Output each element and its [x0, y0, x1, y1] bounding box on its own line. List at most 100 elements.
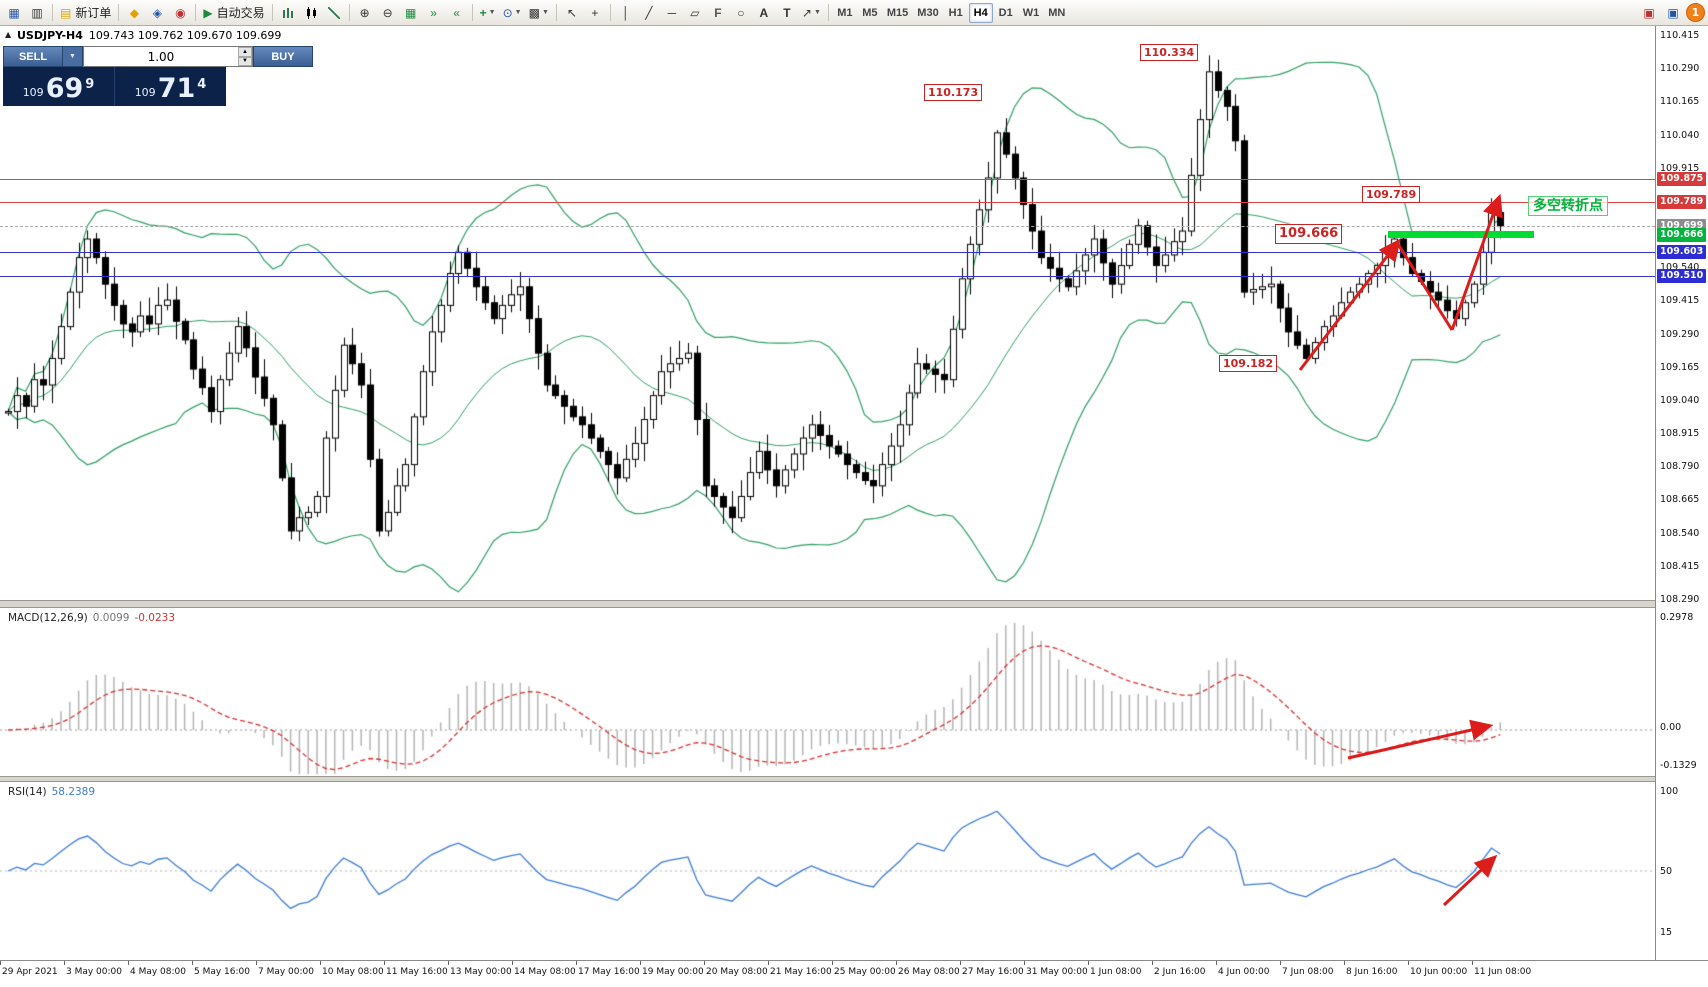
- chart-shift-button[interactable]: «: [446, 2, 468, 24]
- trendline-button[interactable]: ╱: [638, 2, 660, 24]
- zoom-in-button[interactable]: ⊕: [354, 2, 376, 24]
- cursor-button[interactable]: ↖: [561, 2, 583, 24]
- horizontal-line-109.699[interactable]: [0, 226, 1655, 227]
- sell-button[interactable]: SELL: [3, 46, 63, 67]
- mql5-icon[interactable]: ◆: [123, 2, 145, 24]
- horizontal-line-109.603[interactable]: [0, 252, 1655, 253]
- candlestick-chart-button[interactable]: [300, 2, 322, 24]
- volume-input[interactable]: [83, 47, 238, 66]
- auto-scroll-button[interactable]: »: [423, 2, 445, 24]
- timeframe-h1[interactable]: H1: [944, 3, 968, 23]
- rsi-name: RSI(14): [8, 786, 47, 798]
- channel-button[interactable]: ▱: [684, 2, 706, 24]
- timeframe-m1[interactable]: M1: [833, 3, 857, 23]
- timeframe-h4[interactable]: H4: [968, 2, 993, 23]
- crosshair-button[interactable]: +: [584, 2, 606, 24]
- new-order-button[interactable]: ▤ 新订单: [57, 2, 114, 24]
- horizontal-line-109.875[interactable]: [0, 179, 1655, 180]
- time-label: 3 May 00:00: [66, 967, 122, 977]
- time-tick: [1024, 961, 1025, 965]
- indicators-button[interactable]: + ▼: [477, 2, 499, 24]
- horizontal-line-109.51[interactable]: [0, 276, 1655, 277]
- trend-arrow[interactable]: [1396, 243, 1454, 331]
- time-label: 31 May 00:00: [1026, 967, 1088, 977]
- zoom-out-button[interactable]: ⊖: [377, 2, 399, 24]
- market-icon[interactable]: ◈: [146, 2, 168, 24]
- volume-down-button[interactable]: ▼: [237, 56, 252, 66]
- price-label-annotation[interactable]: 109.182: [1219, 355, 1278, 372]
- timeframe-m30[interactable]: M30: [913, 3, 942, 23]
- timeframe-m15[interactable]: M15: [883, 3, 912, 23]
- price-label-annotation[interactable]: 110.334: [1140, 44, 1199, 61]
- templates-button[interactable]: ▩ ▼: [526, 2, 552, 24]
- horizontal-line-button[interactable]: ─: [661, 2, 683, 24]
- new-chart-button[interactable]: ▦: [3, 2, 25, 24]
- price-label-annotation[interactable]: 109.789: [1362, 186, 1421, 203]
- trend-arrow[interactable]: [1298, 238, 1401, 371]
- vertical-line-button[interactable]: │: [615, 2, 637, 24]
- toolbar-separator: [471, 4, 473, 21]
- price-tick-label: 108.790: [1660, 461, 1700, 473]
- periods-button[interactable]: ⊙ ▼: [500, 2, 525, 24]
- fibonacci-button[interactable]: F: [707, 2, 729, 24]
- arrows-objects-button[interactable]: ↗ ▼: [799, 2, 824, 24]
- label-button[interactable]: T: [776, 2, 798, 24]
- trend-arrow[interactable]: [1442, 854, 1498, 907]
- toolbar-separator: [118, 4, 120, 21]
- support-zone[interactable]: [1388, 231, 1534, 238]
- trend-arrow[interactable]: [1450, 193, 1503, 331]
- time-label: 11 Jun 08:00: [1474, 967, 1532, 977]
- shapes-button[interactable]: ○: [730, 2, 752, 24]
- volume-up-button[interactable]: ▲: [237, 47, 252, 57]
- trend-arrow[interactable]: [1347, 719, 1494, 760]
- time-label: 7 Jun 08:00: [1282, 967, 1334, 977]
- rsi-axis-label: 100: [1660, 786, 1679, 797]
- timeframe-mn[interactable]: MN: [1044, 3, 1069, 23]
- time-label: 13 May 00:00: [450, 967, 512, 977]
- note-annotation[interactable]: 多空转折点: [1528, 196, 1608, 216]
- horizontal-line-109.789[interactable]: [0, 202, 1655, 203]
- time-label: 20 May 08:00: [706, 967, 768, 977]
- bar-chart-button[interactable]: [277, 2, 299, 24]
- macd-axis-label: 0.2978: [1660, 612, 1694, 623]
- time-label: 10 May 08:00: [322, 967, 384, 977]
- price-label-annotation[interactable]: 110.173: [924, 84, 983, 101]
- time-tick: [0, 961, 1, 965]
- price-axis[interactable]: 110.415 110.290 110.165 110.040 109.915 109.5…: [1655, 26, 1708, 960]
- tile-windows-button[interactable]: ▦: [400, 2, 422, 24]
- rsi-label: RSI(14) 58.2389: [8, 786, 95, 798]
- community-icon[interactable]: ▣: [1662, 2, 1684, 24]
- chart-symbol-title: USDJPY-H4 109.743 109.762 109.670 109.699: [17, 29, 281, 42]
- price-badge: 109.666: [1657, 227, 1707, 242]
- sell-options-caret[interactable]: ▼: [63, 46, 83, 67]
- notification-badge[interactable]: 1: [1686, 3, 1705, 22]
- symbol-ohlc: 109.743 109.762 109.670 109.699: [88, 29, 282, 42]
- time-tick: [1280, 961, 1281, 965]
- toolbar-separator: [555, 4, 557, 21]
- signals-icon[interactable]: ◉: [169, 2, 191, 24]
- sell-price[interactable]: 109 69 9: [3, 67, 115, 106]
- profiles-button[interactable]: ▥: [26, 2, 48, 24]
- time-tick: [512, 961, 513, 965]
- price-label-annotation[interactable]: 109.666: [1275, 224, 1343, 244]
- text-button[interactable]: A: [753, 2, 775, 24]
- panel-collapse-icon[interactable]: ▲: [5, 30, 12, 39]
- macd-signal-value: -0.0233: [134, 612, 176, 624]
- price-tick-label: 109.290: [1660, 328, 1700, 340]
- buy-price[interactable]: 109 71 4: [115, 67, 226, 106]
- alerts-icon[interactable]: ▣: [1638, 2, 1660, 24]
- rsi-axis-label: 50: [1660, 866, 1673, 877]
- panel-separator[interactable]: [0, 600, 1708, 608]
- panel-separator[interactable]: [0, 776, 1708, 782]
- time-axis[interactable]: 29 Apr 2021 3 May 00:00 4 May 08:00 5 May 1…: [0, 960, 1708, 987]
- buy-button[interactable]: BUY: [252, 46, 313, 67]
- timeframe-d1[interactable]: D1: [994, 3, 1018, 23]
- timeframe-m5[interactable]: M5: [858, 3, 882, 23]
- timeframe-w1[interactable]: W1: [1019, 3, 1044, 23]
- line-chart-button[interactable]: [323, 2, 345, 24]
- time-label: 26 May 08:00: [898, 967, 960, 977]
- autotrading-button[interactable]: ▶ 自动交易: [200, 2, 267, 24]
